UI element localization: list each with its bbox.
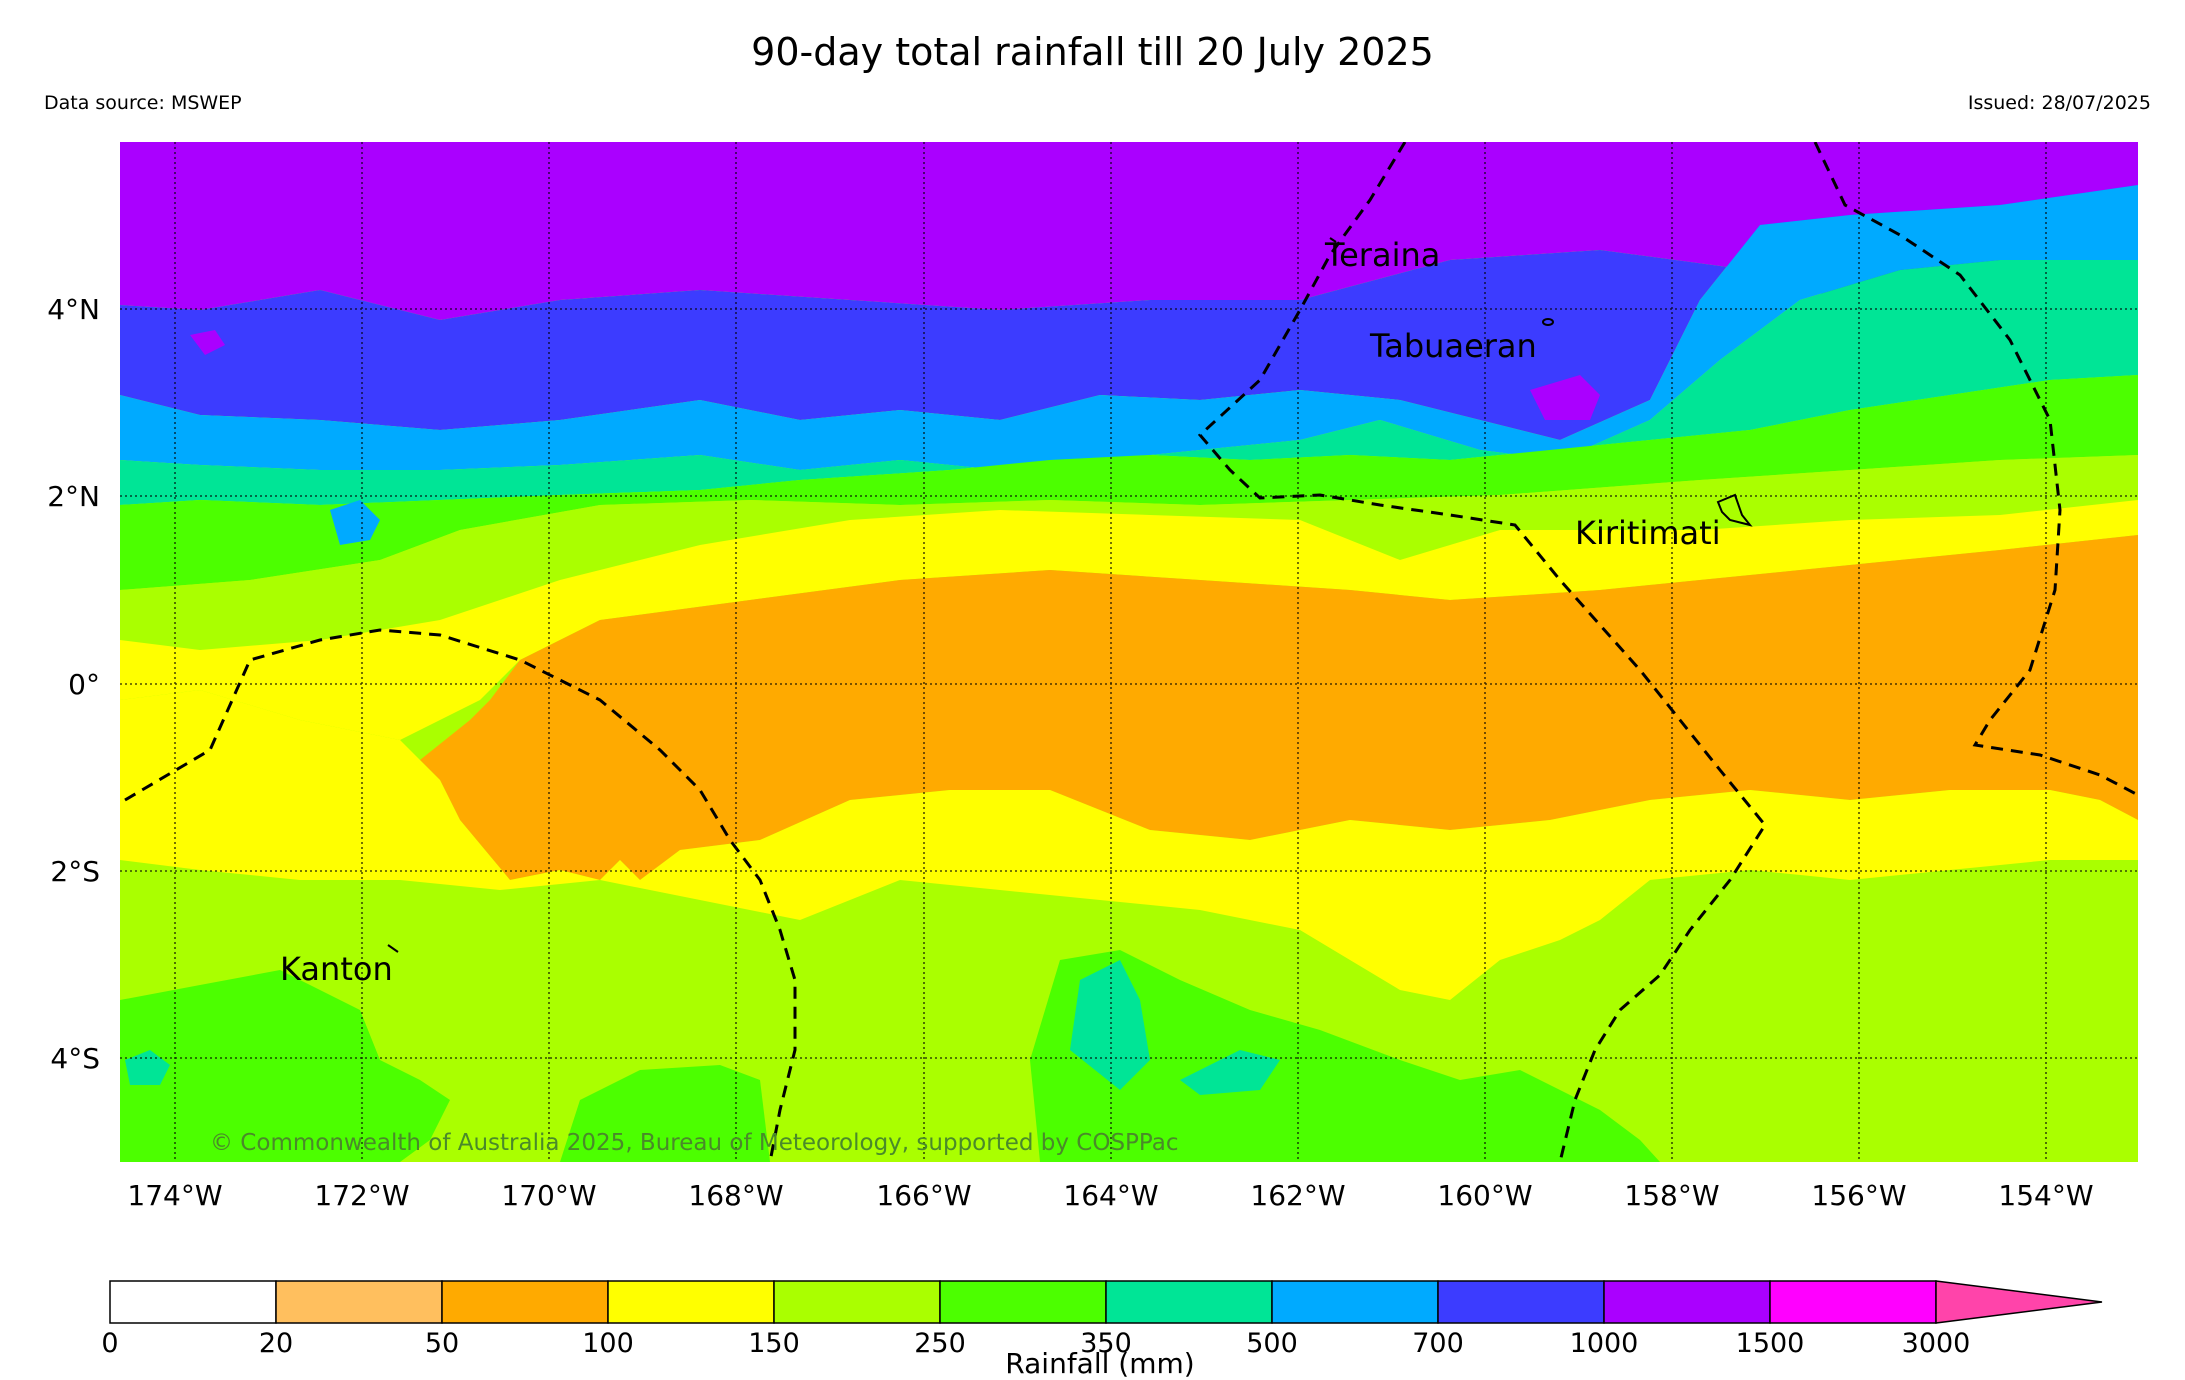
colorbar-tick-label: 3000	[1902, 1328, 1971, 1359]
colorbar-segment	[773, 1280, 941, 1324]
lon-label: 162°W	[1250, 1179, 1345, 1212]
colorbar-segment	[1603, 1280, 1771, 1324]
lon-label: 172°W	[314, 1179, 409, 1212]
lat-label: 4°N	[47, 293, 100, 326]
colorbar-segment	[275, 1280, 443, 1324]
data-source-label: Data source: MSWEP	[44, 92, 242, 114]
colorbar-tick-label: 150	[748, 1328, 800, 1359]
rainfall-colorbar	[109, 1280, 2103, 1324]
place-label-kanton: Kanton	[280, 950, 393, 988]
eez-boundaries	[124, 142, 2138, 1162]
lon-label: 164°W	[1063, 1179, 1158, 1212]
colorbar-segment	[1105, 1280, 1273, 1324]
map-title: 90-day total rainfall till 20 July 2025	[751, 30, 1434, 74]
colorbar-segment	[441, 1280, 609, 1324]
colorbar-ticks: 0 20 50 100 150 250 350 500 700 1000 1500 3000	[101, 1328, 1970, 1359]
rainfall-field	[120, 142, 2138, 1162]
lat-label: 2°S	[50, 855, 100, 888]
colorbar-segment	[1271, 1280, 1439, 1324]
place-label-kiritimati: Kiritimati	[1575, 514, 1721, 552]
colorbar-extend-arrow	[1935, 1280, 2103, 1324]
colorbar-tick-label: 20	[259, 1328, 293, 1359]
latitude-labels: 4°N 2°N 0° 2°S 4°S	[47, 293, 100, 1075]
lon-label: 158°W	[1624, 1179, 1719, 1212]
teraina-island-icon	[1329, 237, 1337, 243]
colorbar-segment	[607, 1280, 775, 1324]
longitude-labels: 174°W 172°W 170°W 168°W 166°W 164°W 162°…	[127, 1179, 2093, 1212]
lon-label: 154°W	[1998, 1179, 2093, 1212]
issued-date-label: Issued: 28/07/2025	[1967, 92, 2151, 114]
colorbar-segment	[1437, 1280, 1605, 1324]
copyright-notice: © Commonwealth of Australia 2025, Bureau…	[210, 1130, 1179, 1156]
colorbar-tick-label: 1000	[1570, 1328, 1639, 1359]
colorbar-segment	[939, 1280, 1107, 1324]
island-outlines	[387, 237, 1753, 953]
lon-label: 156°W	[1811, 1179, 1906, 1212]
lon-label: 170°W	[501, 1179, 596, 1212]
colorbar-label: Rainfall (mm)	[1005, 1347, 1194, 1380]
colorbar-tick-label: 700	[1412, 1328, 1464, 1359]
colorbar-tick-label: 50	[425, 1328, 459, 1359]
lat-label: 0°	[68, 668, 100, 701]
colorbar-tick-label: 500	[1246, 1328, 1298, 1359]
lon-label: 168°W	[688, 1179, 783, 1212]
colorbar-segment	[1769, 1280, 1937, 1324]
colorbar-segment	[109, 1280, 277, 1324]
lon-label: 166°W	[876, 1179, 971, 1212]
lat-label: 2°N	[47, 480, 100, 513]
colorbar-tick-label: 100	[582, 1328, 634, 1359]
colorbar-tick-label: 1500	[1736, 1328, 1805, 1359]
place-label-teraina: Teraina	[1324, 236, 1440, 274]
tabuaeran-island-icon	[1542, 318, 1554, 326]
kanton-island-icon	[387, 944, 399, 953]
lon-label: 160°W	[1437, 1179, 1532, 1212]
colorbar-tick-label: 250	[914, 1328, 966, 1359]
lat-label: 4°S	[50, 1042, 100, 1075]
lon-label: 174°W	[127, 1179, 222, 1212]
place-label-tabuaeran: Tabuaeran	[1369, 327, 1537, 365]
colorbar-tick-label: 0	[101, 1328, 118, 1359]
kiritimati-island-icon	[1716, 493, 1753, 527]
graticule	[120, 142, 2138, 1162]
colorbar-tick-label: 350	[1080, 1328, 1132, 1359]
